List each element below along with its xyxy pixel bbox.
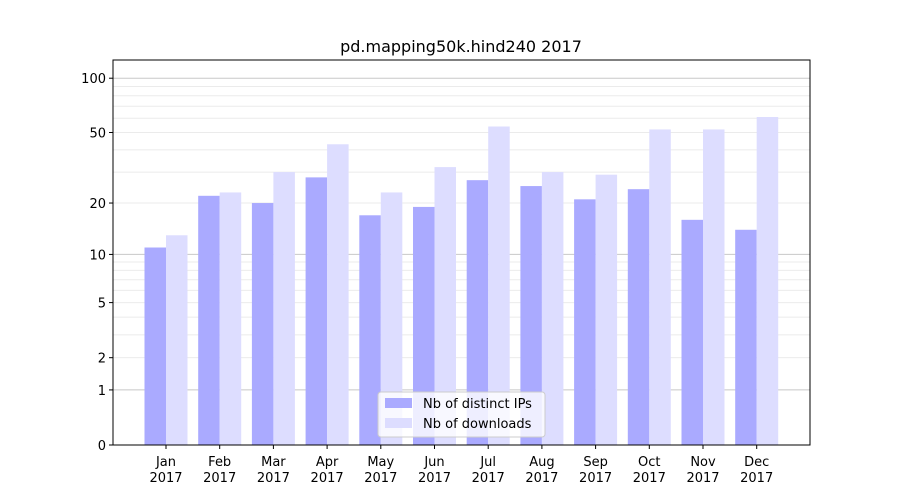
y-tick-label: 20 [89, 197, 106, 212]
x-tick-label: 2017 [149, 471, 182, 486]
y-tick-label: 5 [98, 297, 106, 312]
x-axis-ticks: Jan2017Feb2017Mar2017Apr2017May2017Jun20… [149, 445, 773, 486]
bar-downloads [380, 192, 403, 445]
x-tick-label: 2017 [686, 471, 719, 486]
chart-title: pd.mapping50k.hind240 2017 [340, 37, 582, 56]
x-tick-label: Sep [583, 455, 608, 470]
x-tick-label: Feb [208, 455, 231, 470]
bar-downloads [166, 235, 188, 445]
x-tick-label: Oct [638, 455, 660, 470]
bar-downloads [649, 129, 671, 445]
bar-distinct-ips [574, 199, 596, 445]
x-tick-label: Mar [261, 455, 286, 470]
bar-downloads [541, 172, 564, 445]
bar-distinct-ips [735, 229, 757, 445]
legend-box [377, 391, 546, 438]
bar-distinct-ips [144, 247, 166, 445]
x-tick-label: 2017 [311, 471, 344, 486]
bar-downloads [488, 126, 510, 446]
bar-downloads [434, 167, 456, 446]
bar-distinct-ips [305, 177, 328, 445]
x-tick-label: Jan [155, 455, 176, 470]
x-tick-label: 2017 [203, 471, 236, 486]
bar-distinct-ips [413, 206, 435, 445]
bar-downloads [219, 192, 242, 445]
y-tick-label: 10 [89, 248, 106, 263]
x-tick-label: Apr [316, 455, 339, 470]
x-tick-label: Nov [690, 455, 716, 470]
bar-distinct-ips [466, 180, 489, 445]
bar-distinct-ips [681, 219, 703, 445]
x-tick-label: 2017 [418, 471, 451, 486]
bar-distinct-ips [251, 203, 274, 445]
x-tick-label: Aug [529, 455, 554, 470]
x-tick-label: May [367, 455, 394, 470]
y-tick-label: 1 [98, 384, 106, 399]
x-tick-label: Dec [744, 455, 769, 470]
bar-distinct-ips [198, 195, 220, 445]
bar-downloads [756, 116, 779, 446]
legend-label: Nb of downloads [423, 417, 532, 432]
bar-distinct-ips [627, 189, 650, 445]
bar-downloads [595, 174, 618, 445]
legend: Nb of distinct IPs Nb of downloads [377, 391, 546, 438]
y-tick-label: 50 [89, 127, 106, 142]
bar-downloads [327, 144, 349, 445]
legend-swatch [385, 398, 412, 408]
y-tick-label: 0 [98, 439, 106, 454]
bars [144, 116, 779, 446]
x-tick-label: 2017 [740, 471, 773, 486]
legend-label: Nb of distinct IPs [423, 397, 532, 412]
x-tick-label: 2017 [633, 471, 666, 486]
x-tick-label: Jul [479, 455, 496, 470]
y-tick-label: 100 [81, 72, 106, 87]
y-axis-ticks: 0 1 2 5 10 20 50 100 [81, 72, 113, 454]
x-tick-label: 2017 [472, 471, 505, 486]
legend-swatch [385, 418, 412, 428]
x-tick-label: 2017 [579, 471, 612, 486]
x-tick-label: 2017 [257, 471, 290, 486]
bar-downloads [273, 172, 295, 445]
y-tick-label: 2 [98, 352, 106, 367]
x-tick-label: 2017 [364, 471, 397, 486]
bar-downloads [703, 129, 725, 445]
x-tick-label: Jun [423, 455, 444, 470]
bar-distinct-ips [520, 186, 542, 445]
x-tick-label: 2017 [525, 471, 558, 486]
bar-distinct-ips [359, 215, 381, 445]
plot-frame [112, 59, 811, 446]
